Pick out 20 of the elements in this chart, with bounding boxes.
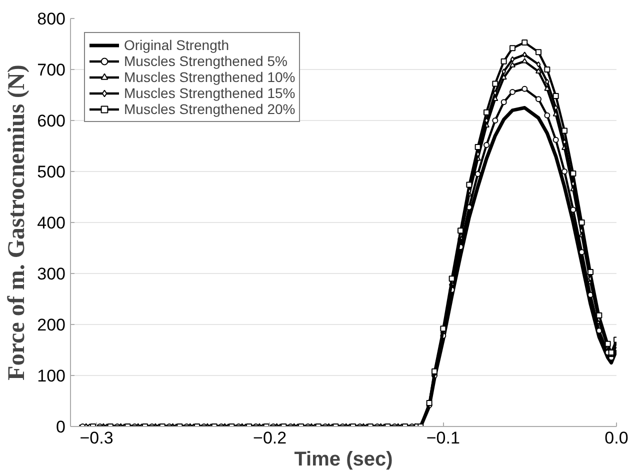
y-tick-label: 500 bbox=[37, 162, 66, 182]
y-tick-label: 400 bbox=[37, 214, 66, 232]
legend-label: Muscles Strengthened 5% bbox=[124, 53, 288, 69]
y-tick-label: 0 bbox=[56, 418, 66, 436]
y-tick-label: 300 bbox=[37, 264, 66, 284]
y-tick-label: 100 bbox=[37, 366, 66, 386]
y-tick-label: 700 bbox=[37, 60, 66, 80]
y-tick-label: 800 bbox=[37, 10, 66, 28]
x-tick-label: −0.3 bbox=[80, 428, 114, 448]
y-tick-label: 600 bbox=[37, 112, 66, 130]
y-axis-title: Force of m. Gastrocnemius (N) bbox=[4, 64, 30, 380]
legend-label: Original Strength bbox=[124, 37, 230, 53]
x-tick-label: −0.2 bbox=[253, 428, 287, 448]
y-tick-label: 200 bbox=[37, 316, 66, 334]
x-tick-label: 0.0 bbox=[604, 428, 628, 448]
legend-label: Muscles Strengthened 20% bbox=[124, 101, 296, 117]
legend-label: Muscles Strengthened 15% bbox=[124, 85, 296, 101]
x-axis-title: Time (sec) bbox=[294, 448, 393, 470]
legend-label: Muscles Strengthened 10% bbox=[124, 69, 296, 85]
x-tick-label: −0.1 bbox=[426, 428, 460, 448]
